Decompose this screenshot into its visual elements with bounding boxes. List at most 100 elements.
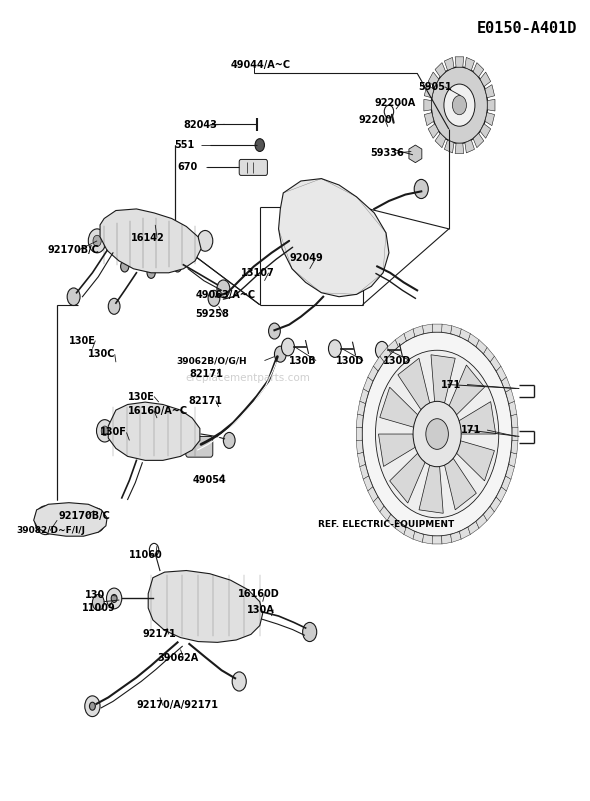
Polygon shape bbox=[455, 57, 464, 67]
Polygon shape bbox=[487, 99, 495, 111]
Text: REF. ELECTRIC-EQUIPMENT: REF. ELECTRIC-EQUIPMENT bbox=[319, 520, 455, 529]
Polygon shape bbox=[465, 58, 474, 70]
Circle shape bbox=[208, 290, 220, 306]
Text: 130B: 130B bbox=[289, 356, 317, 365]
Polygon shape bbox=[496, 487, 506, 502]
Polygon shape bbox=[387, 514, 398, 529]
Polygon shape bbox=[363, 476, 373, 491]
Text: 130F: 130F bbox=[100, 428, 127, 437]
Polygon shape bbox=[455, 143, 464, 154]
Polygon shape bbox=[483, 348, 494, 362]
Polygon shape bbox=[395, 333, 407, 347]
Circle shape bbox=[431, 66, 487, 143]
Polygon shape bbox=[465, 140, 474, 153]
Polygon shape bbox=[476, 514, 487, 529]
Polygon shape bbox=[485, 85, 494, 98]
Circle shape bbox=[67, 288, 80, 305]
Polygon shape bbox=[356, 414, 363, 428]
Text: 130E: 130E bbox=[69, 336, 96, 346]
Text: 130A: 130A bbox=[247, 605, 274, 614]
Polygon shape bbox=[460, 329, 470, 341]
Polygon shape bbox=[428, 72, 439, 87]
Text: 92170B/C: 92170B/C bbox=[59, 511, 111, 521]
Polygon shape bbox=[442, 534, 452, 544]
Polygon shape bbox=[428, 124, 439, 139]
Circle shape bbox=[444, 84, 475, 127]
Text: 82171: 82171 bbox=[189, 369, 223, 379]
Polygon shape bbox=[506, 388, 514, 404]
Text: 171: 171 bbox=[441, 380, 461, 389]
Polygon shape bbox=[432, 536, 442, 544]
Circle shape bbox=[111, 594, 117, 602]
Text: 92200: 92200 bbox=[358, 115, 392, 124]
Polygon shape bbox=[506, 465, 514, 479]
Polygon shape bbox=[444, 140, 454, 153]
Circle shape bbox=[88, 229, 106, 253]
Polygon shape bbox=[148, 570, 263, 642]
Text: 39082/D~F/I/J: 39082/D~F/I/J bbox=[16, 526, 85, 535]
Polygon shape bbox=[368, 487, 378, 502]
Text: 11060: 11060 bbox=[129, 549, 163, 560]
Polygon shape bbox=[435, 133, 445, 147]
Polygon shape bbox=[432, 324, 442, 332]
Polygon shape bbox=[444, 458, 476, 509]
Circle shape bbox=[414, 179, 428, 199]
Text: 130D: 130D bbox=[336, 356, 365, 365]
Polygon shape bbox=[449, 365, 484, 415]
Circle shape bbox=[88, 509, 106, 532]
Polygon shape bbox=[395, 521, 407, 534]
Polygon shape bbox=[444, 58, 454, 70]
Polygon shape bbox=[431, 355, 455, 403]
Polygon shape bbox=[413, 532, 424, 542]
Polygon shape bbox=[496, 366, 506, 381]
Circle shape bbox=[362, 332, 512, 536]
Polygon shape bbox=[459, 401, 496, 434]
Circle shape bbox=[375, 341, 388, 359]
Text: 39062B/O/G/H: 39062B/O/G/H bbox=[176, 356, 247, 365]
Circle shape bbox=[85, 696, 100, 717]
Polygon shape bbox=[380, 387, 418, 427]
Polygon shape bbox=[442, 324, 452, 333]
Polygon shape bbox=[422, 324, 432, 333]
Polygon shape bbox=[424, 113, 434, 126]
Polygon shape bbox=[468, 521, 479, 534]
Text: 130E: 130E bbox=[127, 392, 155, 401]
Circle shape bbox=[120, 261, 129, 272]
Polygon shape bbox=[389, 453, 425, 503]
Polygon shape bbox=[108, 402, 200, 461]
Polygon shape bbox=[368, 366, 378, 381]
Circle shape bbox=[453, 95, 467, 115]
Circle shape bbox=[97, 420, 113, 442]
Polygon shape bbox=[457, 441, 494, 481]
Polygon shape bbox=[511, 441, 518, 454]
Polygon shape bbox=[358, 401, 365, 416]
Circle shape bbox=[281, 338, 294, 356]
Text: E0150-A401D: E0150-A401D bbox=[477, 22, 577, 36]
Circle shape bbox=[303, 622, 317, 642]
Circle shape bbox=[217, 280, 230, 297]
Text: 92200A: 92200A bbox=[374, 98, 415, 108]
Text: 171: 171 bbox=[461, 425, 481, 435]
Circle shape bbox=[375, 350, 499, 517]
Text: 92170B/C: 92170B/C bbox=[47, 245, 99, 256]
Circle shape bbox=[173, 261, 182, 272]
Circle shape bbox=[268, 323, 280, 339]
Circle shape bbox=[147, 268, 155, 279]
Polygon shape bbox=[424, 85, 434, 98]
Polygon shape bbox=[34, 503, 107, 536]
Text: 13107: 13107 bbox=[241, 268, 275, 278]
Polygon shape bbox=[509, 401, 517, 416]
Polygon shape bbox=[451, 326, 461, 336]
Polygon shape bbox=[373, 356, 384, 371]
Circle shape bbox=[329, 340, 342, 357]
FancyBboxPatch shape bbox=[239, 159, 267, 175]
Polygon shape bbox=[378, 434, 415, 466]
Circle shape bbox=[101, 426, 108, 436]
Text: 49044/A~C: 49044/A~C bbox=[231, 60, 290, 70]
Polygon shape bbox=[356, 441, 363, 454]
Text: 82171: 82171 bbox=[188, 396, 222, 405]
Text: ereplacementparts.com: ereplacementparts.com bbox=[186, 373, 310, 383]
Polygon shape bbox=[424, 99, 431, 111]
Polygon shape bbox=[485, 113, 494, 126]
Polygon shape bbox=[409, 145, 422, 163]
